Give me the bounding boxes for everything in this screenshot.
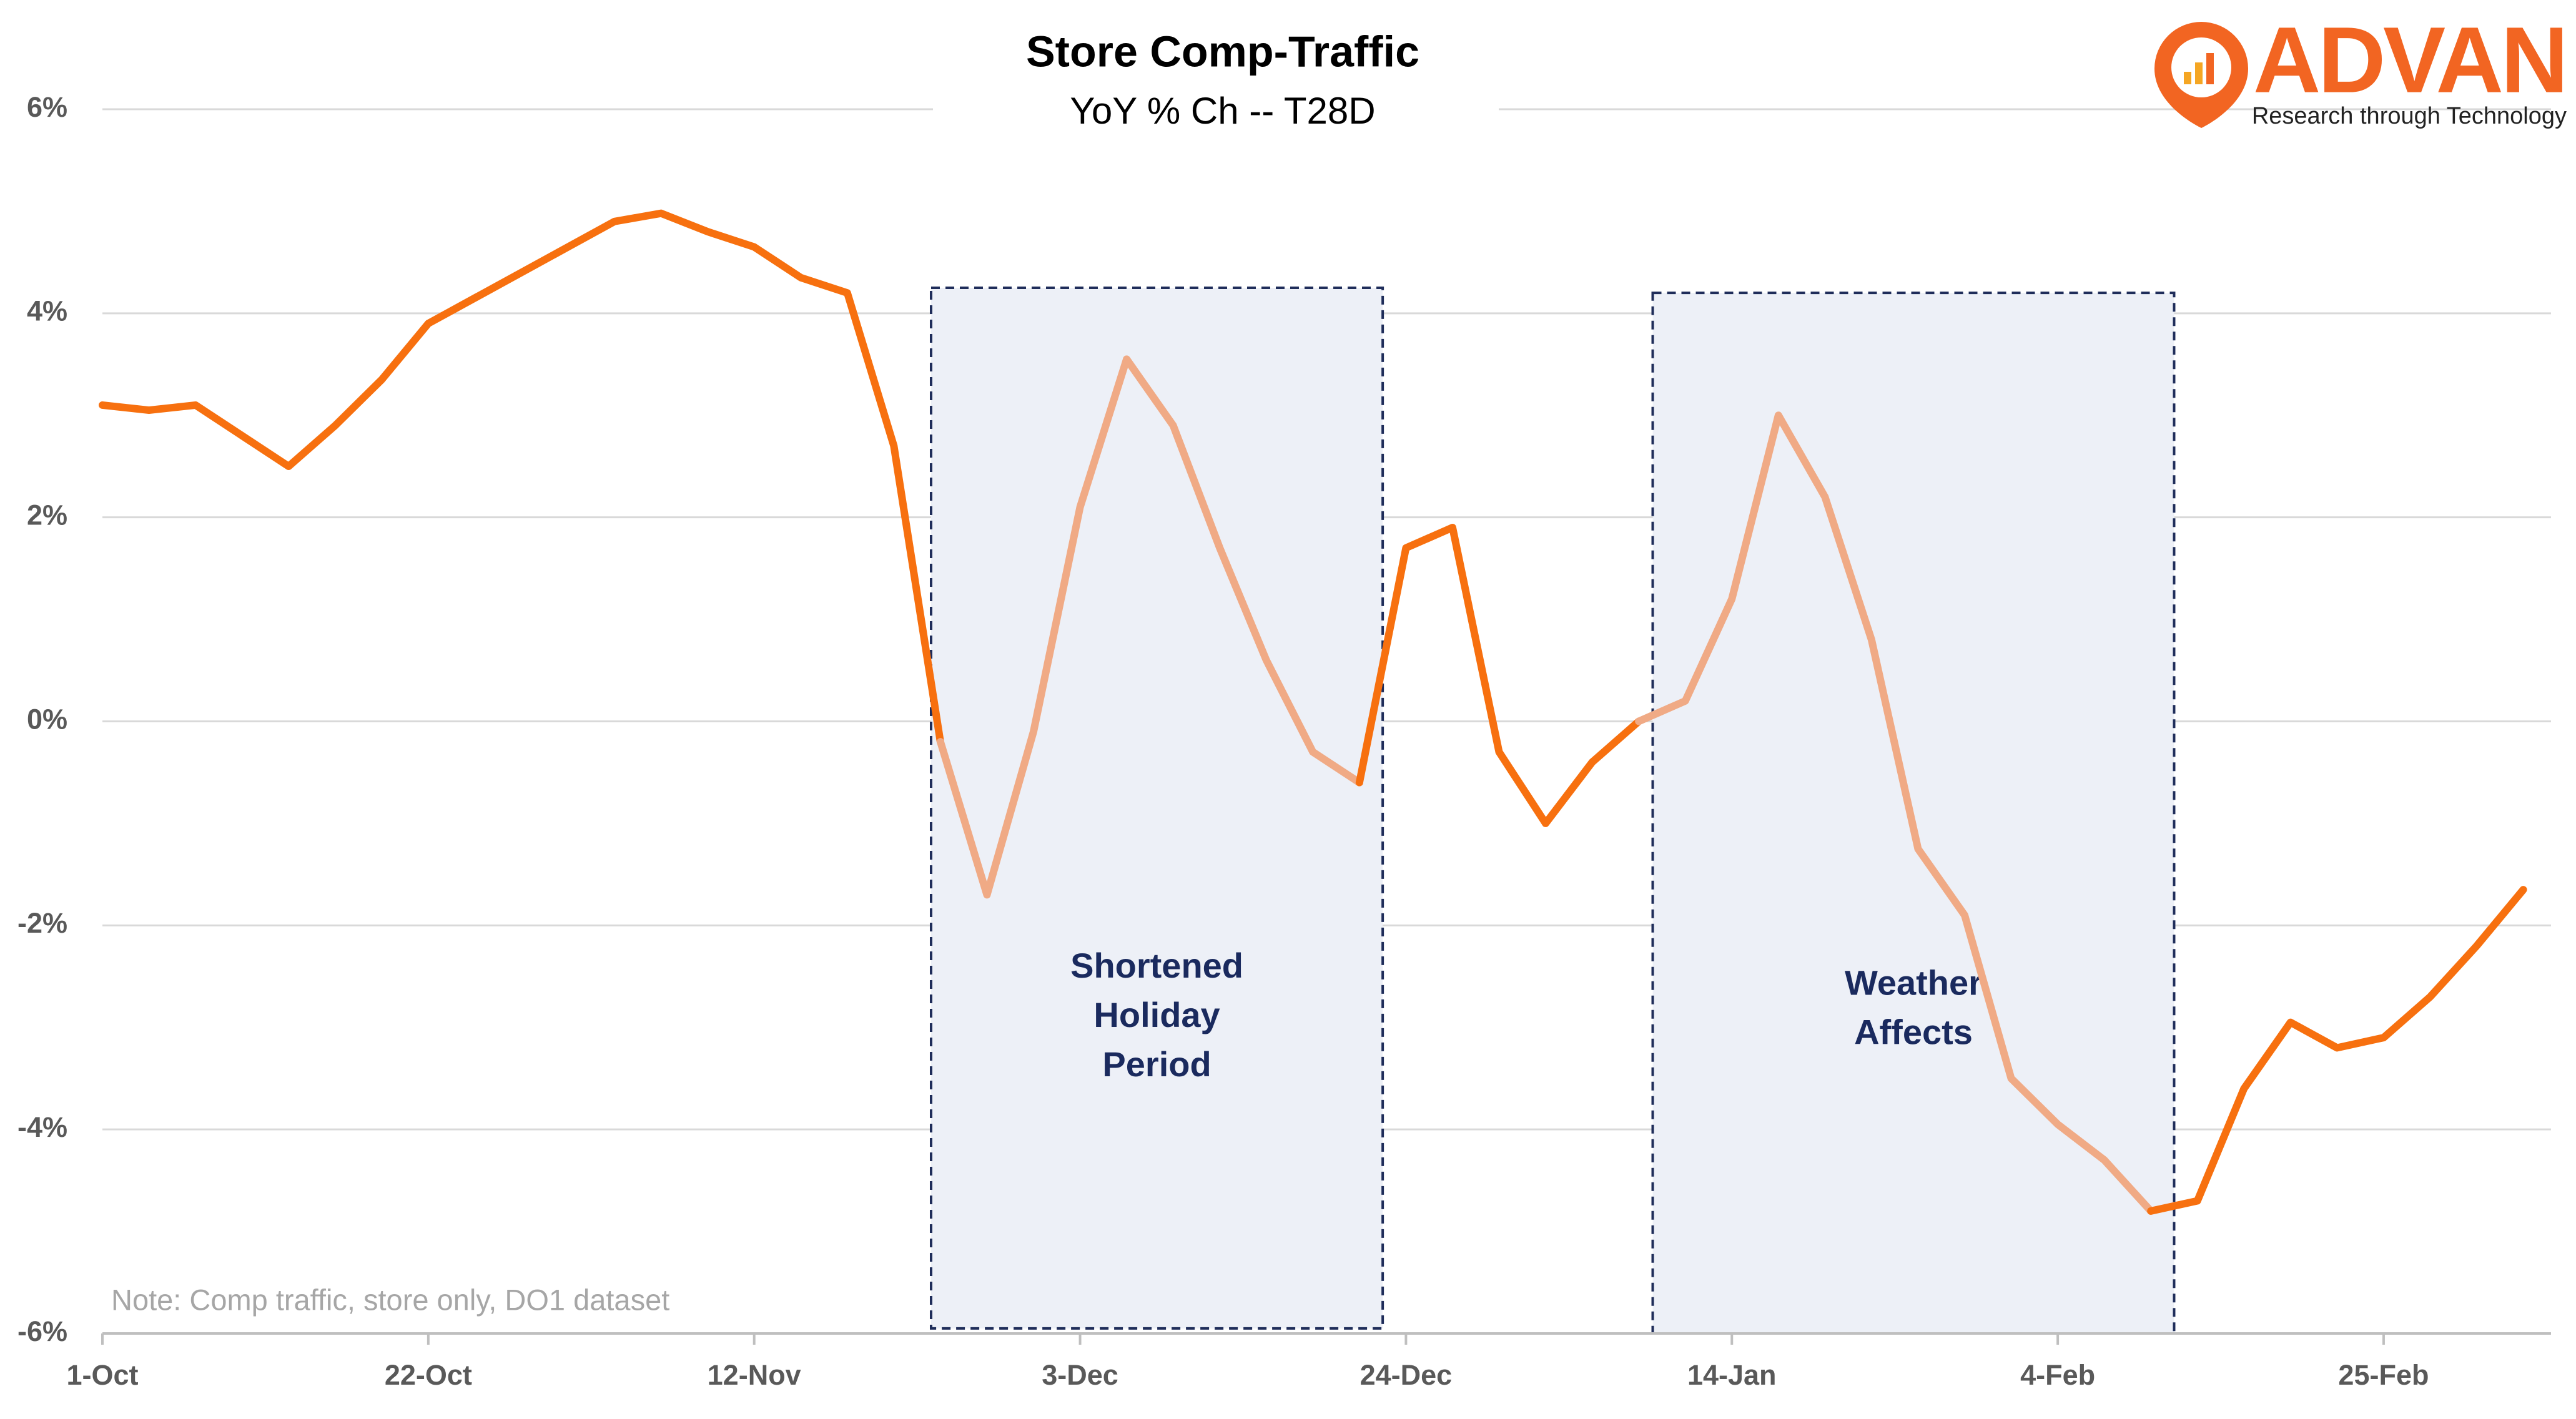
- y-tick-label: 6%: [27, 91, 67, 123]
- x-tick-label: 14-Jan: [1687, 1359, 1777, 1391]
- note: Note: Comp traffic, store only, DO1 data…: [111, 1283, 669, 1316]
- line-series: [936, 355, 1363, 899]
- region-label: Weather: [1845, 963, 1982, 1002]
- x-tick-label: 25-Feb: [2338, 1359, 2429, 1391]
- x-tick-label: 4-Feb: [2020, 1359, 2095, 1391]
- x-tick-label: 24-Dec: [1360, 1359, 1453, 1391]
- region-label: Period: [1102, 1044, 1211, 1084]
- logo-bar: [2195, 62, 2203, 84]
- highlight-region: [929, 286, 1384, 1330]
- x-tick-label: 1-Oct: [66, 1359, 138, 1391]
- y-tick-label: -2%: [17, 907, 67, 939]
- line-series: [1635, 411, 2155, 1215]
- line-series: [99, 209, 944, 746]
- y-tick-label: 0%: [27, 703, 67, 735]
- lines: [99, 209, 2527, 1215]
- line-series: [2147, 886, 2527, 1215]
- region-label: Holiday: [1093, 995, 1220, 1034]
- x-tick-label: 22-Oct: [385, 1359, 472, 1391]
- logo-name: ADVAN: [2253, 7, 2569, 112]
- region-label: Affects: [1854, 1012, 1973, 1051]
- chart-subtitle: YoY % Ch -- T28D: [1070, 90, 1375, 132]
- y-tick-label: -4%: [17, 1111, 67, 1143]
- logo-bar: [2184, 72, 2191, 84]
- y-tick-label: 4%: [27, 295, 67, 327]
- x-axis: 1-Oct 22-Oct 12-Nov 3-Dec 24-Dec 14-Jan 4-Feb 2…: [66, 1332, 2551, 1391]
- region-label: Shortened: [1070, 946, 1243, 985]
- x-tick-label: 12-Nov: [708, 1359, 801, 1391]
- title-backdrop: [933, 37, 1499, 150]
- line-series: [1355, 524, 1643, 827]
- y-tick-label: -6%: [17, 1315, 67, 1347]
- chart-title: Store Comp-Traffic: [1026, 27, 1419, 76]
- grid: 6% 4% 2% 0% -2% -4% -6%: [17, 91, 2551, 1347]
- logo-bar: [2206, 53, 2214, 84]
- x-tick-label: 3-Dec: [1042, 1359, 1118, 1391]
- y-tick-label: 2%: [27, 499, 67, 531]
- logo-tagline: Research through Technology: [2252, 103, 2567, 129]
- logo: ADVAN Research through Technology: [2154, 7, 2569, 129]
